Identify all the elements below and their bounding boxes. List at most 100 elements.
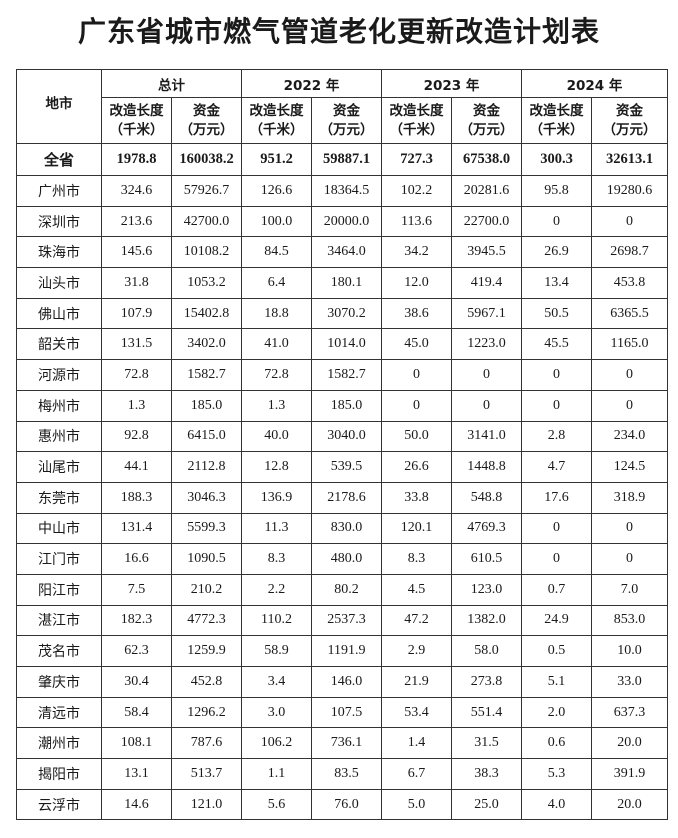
funds-cell: 3040.0 [311,420,382,453]
length-cell: 1.3 [241,389,312,422]
table-row: 清远市 58.4 1296.2 3.0 107.5 53.4 551.4 2.0 637.3 [16,696,668,729]
length-cell: 72.8 [101,359,172,391]
funds-cell: 2178.6 [311,481,382,514]
length-cell: 53.4 [381,696,452,729]
length-cell: 12.8 [241,451,312,483]
length-cell: 0 [521,359,592,391]
funds-cell: 20281.6 [451,175,522,207]
city-name-cell: 全省 [16,143,102,176]
funds-cell: 1090.5 [171,543,242,575]
funds-cell: 480.0 [311,543,382,575]
funds-cell: 736.1 [311,727,382,760]
funds-cell: 0 [451,359,522,391]
length-cell: 7.5 [101,573,172,606]
length-cell: 0 [521,512,592,545]
length-cell: 58.4 [101,696,172,729]
city-name-cell: 汕尾市 [16,451,102,483]
funds-cell: 42700.0 [171,205,242,238]
length-km-header: 改造长度 （千米） [241,97,312,144]
table-row: 汕尾市 44.1 2112.8 12.8 539.5 26.6 1448.8 4.7 124.5 [16,451,668,483]
city-name-cell: 梅州市 [16,389,102,422]
length-cell: 727.3 [381,143,452,176]
funds-cell: 1223.0 [451,328,522,361]
funds-cell: 1191.9 [311,635,382,667]
length-km-header: 改造长度 （千米） [101,97,172,144]
funds-cell: 453.8 [591,267,668,299]
city-column-header: 地市 [16,69,102,144]
funds-cell: 76.0 [311,788,382,821]
funds-cell: 3046.3 [171,481,242,514]
length-cell: 40.0 [241,420,312,453]
funds-wan-yuan-header: 资金 （万元） [311,97,382,144]
funds-cell: 123.0 [451,573,522,606]
funds-cell: 185.0 [171,389,242,422]
length-cell: 951.2 [241,143,312,176]
city-name-cell: 汕头市 [16,267,102,299]
funds-cell: 551.4 [451,696,522,729]
funds-cell: 830.0 [311,512,382,545]
length-cell: 3.0 [241,696,312,729]
funds-cell: 38.3 [451,758,522,790]
length-cell: 5.3 [521,758,592,790]
funds-cell: 107.5 [311,696,382,729]
city-name-cell: 韶关市 [16,328,102,361]
length-cell: 47.2 [381,604,452,637]
funds-cell: 1448.8 [451,451,522,483]
length-cell: 131.5 [101,328,172,361]
funds-cell: 0 [591,205,668,238]
table-row: 江门市 16.6 1090.5 8.3 480.0 8.3 610.5 0 0 [16,543,668,575]
document-title: 广东省城市燃气管道老化更新改造计划表 [77,15,600,48]
city-name-cell: 河源市 [16,359,102,391]
city-name-cell: 中山市 [16,512,102,545]
length-cell: 6.7 [381,758,452,790]
city-name-cell: 阳江市 [16,573,102,606]
length-cell: 38.6 [381,297,452,330]
length-cell: 11.3 [241,512,312,545]
group-header-2022: 2022 年 [241,69,382,98]
length-cell: 188.3 [101,481,172,514]
length-cell: 72.8 [241,359,312,391]
subheader-line1: 资金 [473,102,500,119]
table-row: 肇庆市 30.4 452.8 3.4 146.0 21.9 273.8 5.1 33.0 [16,666,668,698]
length-km-header: 改造长度 （千米） [381,97,452,144]
length-cell: 12.0 [381,267,452,299]
length-cell: 2.2 [241,573,312,606]
city-name-cell: 广州市 [16,175,102,207]
funds-cell: 787.6 [171,727,242,760]
funds-cell: 20.0 [591,727,668,760]
funds-cell: 33.0 [591,666,668,698]
funds-cell: 146.0 [311,666,382,698]
length-cell: 3.4 [241,666,312,698]
funds-cell: 80.2 [311,573,382,606]
length-cell: 106.2 [241,727,312,760]
group-header-total: 总计 [101,69,242,98]
length-cell: 4.7 [521,451,592,483]
length-cell: 62.3 [101,635,172,667]
group-header-2023: 2023 年 [381,69,522,98]
funds-cell: 1382.0 [451,604,522,637]
length-cell: 21.9 [381,666,452,698]
subheader-line1: 改造长度 [389,102,444,119]
subheader-line2: （千米） [249,121,304,138]
length-cell: 84.5 [241,236,312,269]
length-cell: 50.0 [381,420,452,453]
funds-cell: 10108.2 [171,236,242,269]
length-cell: 58.9 [241,635,312,667]
table-row: 湛江市 182.3 4772.3 110.2 2537.3 47.2 1382.0 24.9 8… [16,604,668,637]
funds-cell: 3945.5 [451,236,522,269]
length-cell: 0.5 [521,635,592,667]
funds-cell: 160038.2 [171,143,242,176]
length-cell: 0.7 [521,573,592,606]
subheader-line1: 改造长度 [249,102,304,119]
funds-cell: 1582.7 [171,359,242,391]
length-cell: 4.0 [521,788,592,821]
funds-cell: 3464.0 [311,236,382,269]
subheader-line1: 改造长度 [529,102,584,119]
table-row: 阳江市 7.5 210.2 2.2 80.2 4.5 123.0 0.7 7.0 [16,573,668,606]
total-row: 全省 1978.8 160038.2 951.2 59887.1 727.3 67538.0… [16,143,668,176]
length-cell: 300.3 [521,143,592,176]
length-cell: 182.3 [101,604,172,637]
funds-cell: 59887.1 [311,143,382,176]
length-cell: 92.8 [101,420,172,453]
funds-cell: 3070.2 [311,297,382,330]
